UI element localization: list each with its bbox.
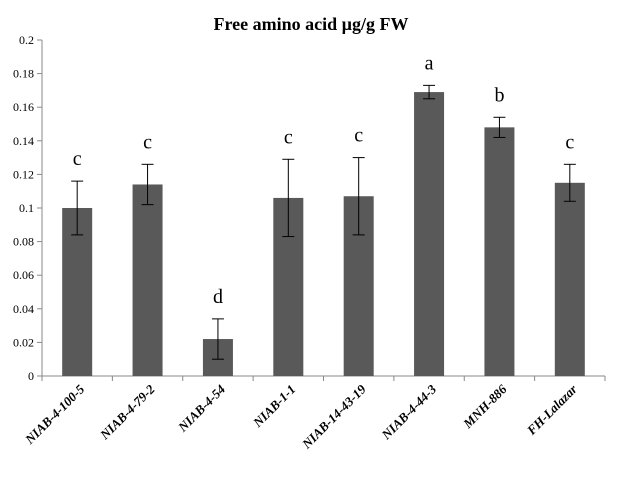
significance-letter: a bbox=[425, 52, 434, 74]
y-tick-label: 0 bbox=[28, 369, 34, 383]
x-tick-label: NIAB-4-79-2 bbox=[96, 381, 158, 443]
y-tick-label: 0.12 bbox=[13, 167, 34, 181]
y-tick-label: 0.14 bbox=[13, 134, 34, 148]
chart-title: Free amino acid µg/g FW bbox=[213, 14, 408, 34]
y-tick-label: 0.08 bbox=[13, 235, 34, 249]
x-tick-label: NIAB-4-100-5 bbox=[21, 381, 87, 447]
bar bbox=[484, 127, 515, 376]
significance-letter: c bbox=[284, 126, 293, 148]
y-tick-label: 0.16 bbox=[13, 100, 34, 114]
significance-letter: c bbox=[354, 125, 363, 147]
bar bbox=[414, 92, 445, 376]
significance-letter: c bbox=[73, 148, 82, 170]
significance-letter: c bbox=[143, 131, 152, 153]
y-tick-label: 0.2 bbox=[19, 33, 34, 47]
x-tick-label: NIAB-4-54 bbox=[174, 381, 228, 435]
bar bbox=[554, 182, 585, 376]
x-tick-label: NIAB-4-44-3 bbox=[378, 381, 440, 443]
x-tick-label: FH-Lalazar bbox=[523, 381, 580, 438]
y-tick-label: 0.04 bbox=[13, 302, 34, 316]
significance-letter: b bbox=[494, 84, 504, 106]
bars: c c d c c a b c bbox=[62, 52, 585, 376]
bar bbox=[132, 184, 163, 376]
significance-letter: d bbox=[213, 286, 223, 308]
y-tick-label: 0.1 bbox=[19, 201, 34, 215]
y-tick-label: 0.02 bbox=[13, 335, 34, 349]
significance-letter: c bbox=[565, 131, 574, 153]
x-tick-label: NIAB-14-43-19 bbox=[298, 381, 369, 452]
x-axis: NIAB-4-100-5 NIAB-4-79-2 NIAB-4-54 NIAB-1-1… bbox=[21, 375, 606, 452]
y-tick-label: 0.06 bbox=[13, 268, 34, 282]
x-tick-label: NIAB-1-1 bbox=[249, 382, 298, 431]
bar bbox=[62, 208, 93, 376]
x-tick-label: MNH-886 bbox=[459, 381, 509, 431]
y-axis: 0 0.02 0.04 0.06 0.08 0.1 0.12 0.14 0.16 0.18 0.2 bbox=[13, 33, 43, 383]
y-tick-label: 0.18 bbox=[13, 67, 34, 81]
